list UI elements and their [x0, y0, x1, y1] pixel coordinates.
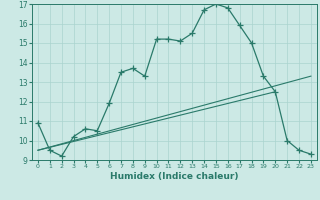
X-axis label: Humidex (Indice chaleur): Humidex (Indice chaleur)	[110, 172, 239, 181]
